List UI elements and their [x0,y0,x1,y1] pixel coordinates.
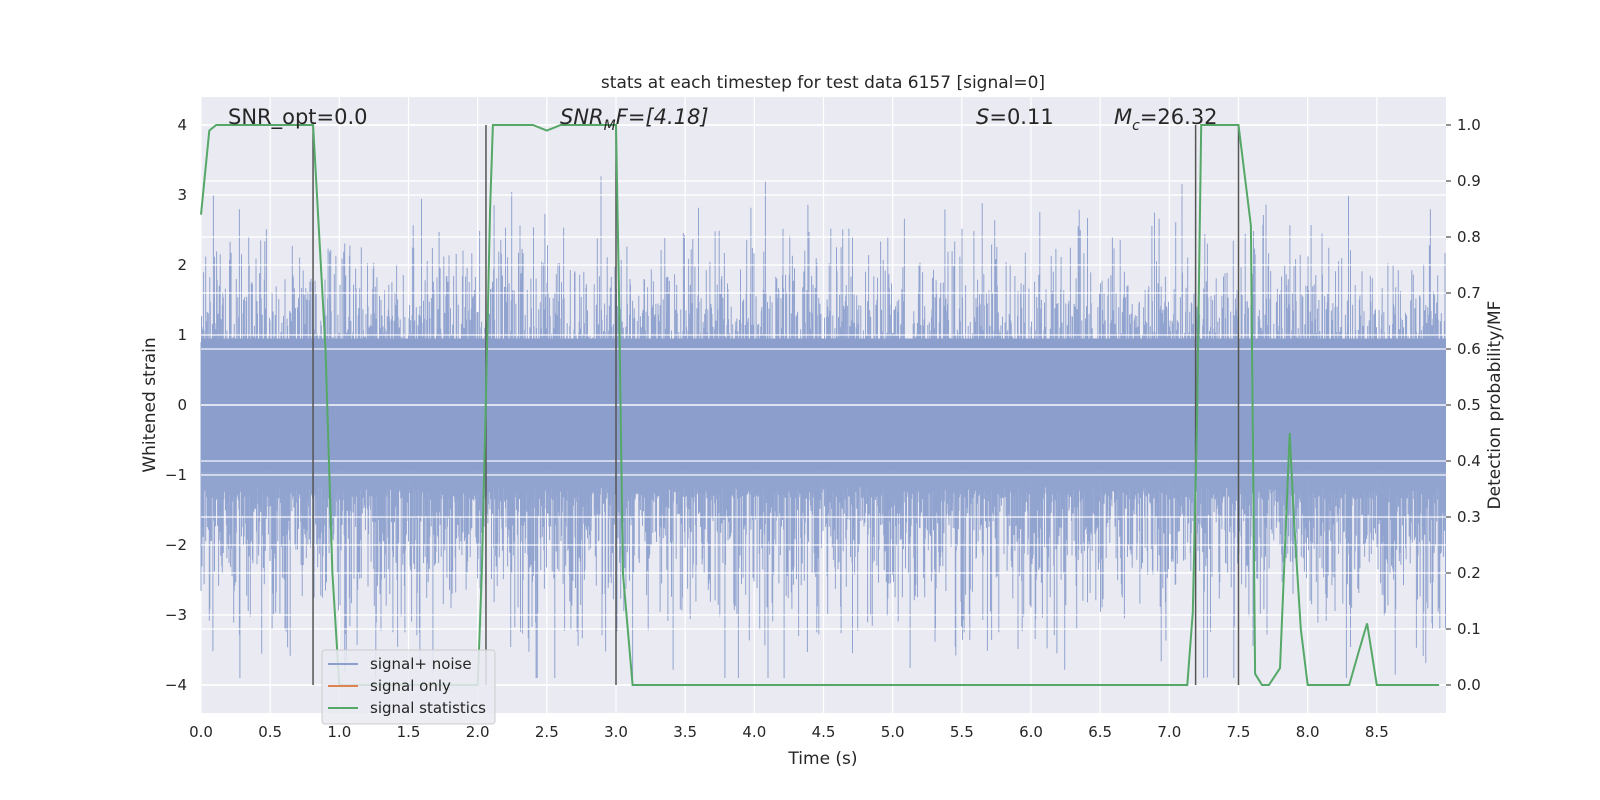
y-left-tick-label: 0 [177,396,187,414]
annotation-s-symbol: S [976,105,989,129]
y-right-tick-label: 0.3 [1457,508,1481,526]
y-right-tick-label: 0.2 [1457,564,1481,582]
annotation-snr-mf: SNRMF=[4.18] [560,105,709,134]
x-tick-label: 7.5 [1227,723,1251,741]
x-axis-label: Time (s) [787,749,857,769]
annotation-snr-mf-rest: F=[4.18] [616,105,709,129]
annotation-snr-mf-prefix: SNR [560,105,604,129]
legend-label-signal-noise: signal+ noise [370,655,472,673]
y-left-tick-label: 1 [177,326,187,344]
annotation-s-value: =0.11 [989,105,1053,129]
x-tick-label: 2.5 [535,723,559,741]
annotation-mc: Mc=26.32 [1114,105,1218,134]
x-tick-label: 7.0 [1157,723,1181,741]
y-right-tick-label: 0.1 [1457,620,1481,638]
legend-label-signal-only: signal only [370,677,451,695]
x-tick-label: 0.5 [258,723,282,741]
x-tick-label: 0.0 [189,723,213,741]
x-tick-label: 6.0 [1019,723,1043,741]
y-right-tick-label: 0.0 [1457,676,1481,694]
annotation-mc-value: =26.32 [1140,105,1218,129]
y-left-axis-label: Whitened strain [140,337,160,472]
x-tick-label: 5.0 [881,723,905,741]
x-tick-label: 3.5 [673,723,697,741]
y-left-tick-label: 4 [177,116,187,134]
x-tick-label: 1.0 [327,723,351,741]
y-left-tick-label: 3 [177,186,187,204]
legend-box [321,649,496,725]
y-left-tick-label: −4 [165,676,187,694]
y-right-tick-label: 0.9 [1457,172,1481,190]
x-tick-label: 3.0 [604,723,628,741]
y-right-tick-labels: 0.0 0.1 0.2 0.3 0.4 0.5 0.6 0.7 0.8 0.9 1.0 [1446,116,1481,694]
x-tick-label: 6.5 [1088,723,1112,741]
x-tick-label: 4.5 [812,723,836,741]
legend: signal+ noise signal only signal statist… [321,649,496,725]
y-right-tick-label: 0.8 [1457,228,1481,246]
y-right-axis-label: Detection probability/MF [1485,301,1505,510]
annotation-mc-symbol: M [1114,105,1132,129]
annotation-s: S=0.11 [976,105,1054,129]
x-tick-label: 2.0 [466,723,490,741]
y-left-tick-label: −1 [165,466,187,484]
x-tick-labels: 0.0 0.5 1.0 1.5 2.0 2.5 3.0 3.5 4.0 4.5 5.0 5.5 6.0 6… [189,723,1389,741]
annotation-snr-opt: SNR_opt=0.0 [228,105,368,130]
chart-title: stats at each timestep for test data 615… [601,73,1045,93]
y-right-tick-label: 0.6 [1457,340,1481,358]
y-left-tick-label: −3 [165,606,187,624]
annotation-mc-sub: c [1132,118,1140,134]
annotation-snr-mf-sub: M [604,118,616,134]
x-tick-label: 5.5 [950,723,974,741]
y-right-tick-label: 1.0 [1457,116,1481,134]
x-tick-label: 4.0 [742,723,766,741]
y-right-tick-label: 0.5 [1457,396,1481,414]
x-tick-label: 8.5 [1365,723,1389,741]
x-tick-label: 8.0 [1296,723,1320,741]
legend-label-signal-statistics: signal statistics [370,699,486,717]
x-tick-label: 1.5 [397,723,421,741]
y-left-tick-label: 2 [177,256,187,274]
y-right-tick-label: 0.7 [1457,284,1481,302]
y-right-tick-label: 0.4 [1457,452,1481,470]
y-left-tick-labels: −4 −3 −2 −1 0 1 2 3 4 [165,116,187,694]
y-left-tick-label: −2 [165,536,187,554]
